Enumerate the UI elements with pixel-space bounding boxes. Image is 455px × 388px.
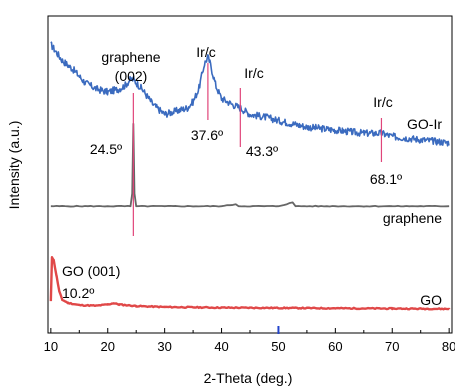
annotation-angle-37-6: 37.6º [191,127,223,143]
annotation-graphene-peak-name: graphene [101,49,160,65]
annotation-go-peak-label: GO (001) [62,263,120,279]
annotation-go-peak-angle: 10.2º [62,285,94,301]
annotation-angle-24-5: 24.5º [90,141,122,157]
x-tick-label-80: 80 [442,339,455,354]
x-axis-ticks [50,328,450,333]
annotation-ir-label-3: Ir/c [373,94,392,110]
y-axis-title: Intensity (a.u.) [6,121,22,210]
peak-marker-layer [132,63,383,334]
x-tick-label-10: 10 [44,339,58,354]
annotation-ir-label-2: Ir/c [244,65,263,81]
annotation-ir-label-1: Ir/c [196,44,215,60]
x-tick-label-70: 70 [385,339,399,354]
series-line-go-ir [50,41,450,147]
x-tick-label-20: 20 [101,339,115,354]
x-axis-title: 2-Theta (deg.) [204,370,293,386]
x-tick-label-60: 60 [328,339,342,354]
series-label-goir: GO-Ir [407,116,442,132]
series-line-go [49,255,451,311]
annotation-angle-43-3: 43.3º [246,143,278,159]
x-axis-tick-labels: 10 20 30 40 50 60 70 80 [44,339,455,354]
series-label-go: GO [420,292,442,308]
x-tick-label-30: 30 [157,339,171,354]
x-tick-label-50: 50 [271,339,285,354]
series-label-graphene: graphene [383,210,442,226]
series-line-graphene [50,122,450,208]
annotation-angle-68-1: 68.1º [370,171,402,187]
x-tick-label-40: 40 [214,339,228,354]
series-layer [49,41,451,311]
annotation-graphene-peak-index: (002) [115,68,148,84]
